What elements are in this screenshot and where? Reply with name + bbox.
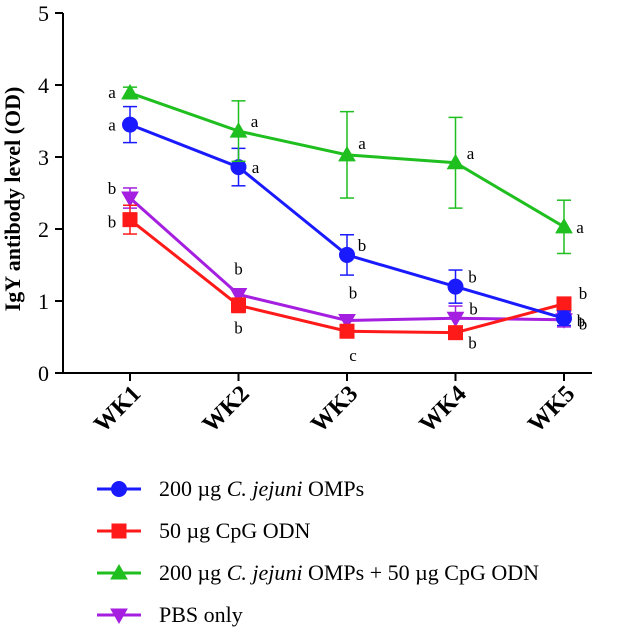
data-point: [556, 310, 572, 327]
significance-label: b: [579, 315, 588, 334]
data-point: [447, 278, 464, 295]
legend-symbol: [97, 563, 141, 580]
y-tick-label: 5: [38, 1, 49, 26]
y-tick-label: 4: [38, 73, 49, 98]
chart: 0 1 2 3 4 5 WK1 WK2 WK3 WK4 WK5 IgY antibody leve…: [0, 1, 592, 438]
legend-label: 200 µg C. jejuni OMPs + 50 µg CpG ODN: [159, 560, 539, 586]
legend-item: 200 µg C. jejuni OMPs: [95, 468, 539, 510]
significance-label: a: [252, 158, 260, 177]
x-tick-label: WK4: [415, 381, 472, 438]
data-point: [338, 145, 356, 162]
x-tick-label: WK3: [306, 381, 363, 438]
legend-marker: [111, 481, 127, 497]
data-point: [121, 191, 139, 208]
significance-label: b: [469, 299, 478, 318]
data-point: [229, 122, 248, 138]
significance-label: b: [577, 311, 586, 330]
legend-item: 50 µg CpG ODN: [95, 510, 539, 552]
y-tick-label: 2: [38, 217, 49, 242]
significance-label: b: [234, 260, 243, 279]
data-point: [446, 311, 465, 328]
legend-label: PBS only: [159, 602, 243, 628]
data-point: [121, 83, 139, 100]
significance-label: a: [108, 83, 116, 102]
y-tick-label: 0: [38, 361, 49, 386]
significance-label: a: [576, 218, 584, 237]
legend-label-part: 50 µg CpG ODN: [159, 518, 311, 543]
significance-label: a: [358, 134, 366, 153]
legend-label-part: OMPs + 50 µg CpG ODN: [302, 560, 540, 585]
x-tick-label: WK5: [523, 381, 580, 438]
data-point: [339, 323, 355, 339]
data-point: [122, 212, 138, 228]
legend-marker: [111, 523, 127, 539]
legend-label-part: 200 µg: [159, 560, 227, 585]
significance-label: c: [349, 346, 357, 365]
legend-label: 200 µg C. jejuni OMPs: [159, 476, 364, 502]
legend-label-part: PBS only: [159, 602, 243, 627]
significance-label: b: [358, 236, 367, 255]
significance-label: b: [579, 284, 588, 303]
data-point: [555, 217, 573, 234]
legend-marker: [110, 608, 128, 625]
legend-marker: [110, 563, 128, 580]
legend-label-part: C. jejuni: [226, 476, 303, 501]
x-tick-label: WK2: [198, 381, 255, 438]
legend-label-part: OMPs: [302, 476, 365, 501]
legend-symbol: [97, 481, 141, 497]
significance-label: a: [467, 144, 475, 163]
legend-label: 50 µg CpG ODN: [159, 518, 310, 544]
significance-label: b: [468, 334, 477, 353]
legend-symbol: [97, 608, 141, 625]
y-axis-title: IgY antibody level (OD): [0, 87, 25, 312]
data-point: [338, 313, 356, 330]
data-point: [339, 246, 355, 263]
x-tick-label: WK1: [89, 381, 146, 438]
data-point: [556, 296, 572, 312]
legend: 200 µg C. jejuni OMPs 50 µg CpG ODN 200 µg…: [95, 468, 539, 636]
data-point: [446, 153, 465, 170]
significance-label: b: [108, 179, 117, 198]
legend-label-part: C. jejuni: [226, 560, 303, 585]
significance-label: b: [349, 283, 358, 302]
data-point: [448, 325, 463, 341]
legend-label-part: 200 µg: [159, 476, 227, 501]
y-tick-label: 1: [38, 289, 49, 314]
data-point: [229, 288, 248, 304]
significance-label: b: [468, 268, 477, 287]
data-point: [122, 116, 138, 133]
legend-symbol: [97, 523, 141, 539]
significance-label: a: [251, 112, 259, 131]
significance-label: b: [108, 213, 117, 232]
significance-label: b: [234, 318, 243, 337]
x-axis: WK1 WK2 WK3 WK4 WK5: [63, 372, 592, 438]
data-point: [231, 297, 246, 313]
legend-item: 200 µg C. jejuni OMPs + 50 µg CpG ODN: [95, 552, 539, 594]
y-tick-label: 3: [38, 145, 49, 170]
y-axis: 0 1 2 3 4 5: [38, 1, 64, 386]
legend-item: PBS only: [95, 594, 539, 636]
significance-label: a: [108, 116, 116, 135]
